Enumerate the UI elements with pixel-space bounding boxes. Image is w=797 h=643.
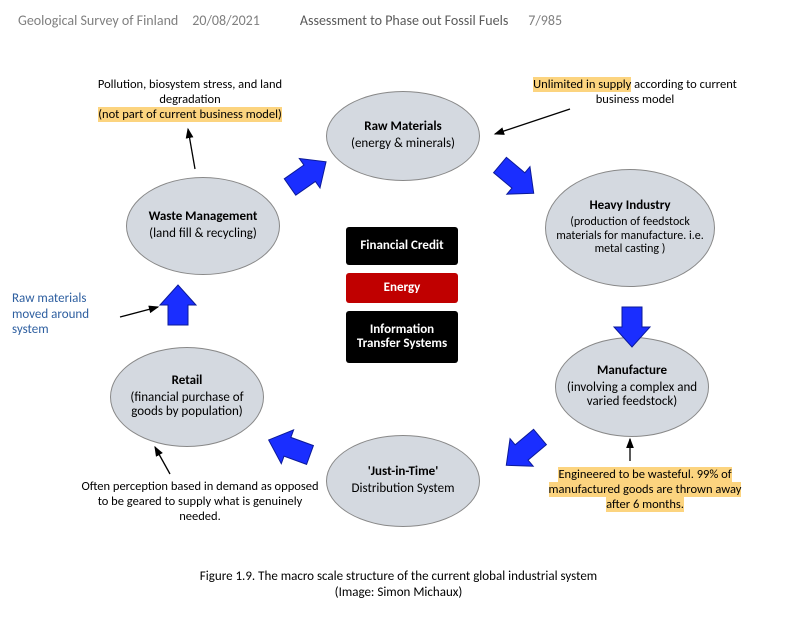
annot-text: Pollution, biosystem stress, and land de… <box>98 77 282 107</box>
arrow-distribution-to-retail <box>262 423 316 472</box>
arrow-raw-to-heavy <box>488 151 545 207</box>
node-sub: (production of feedstock materials for m… <box>556 216 704 257</box>
annot-highlight: (not part of current business model) <box>98 107 282 122</box>
node-title: Waste Management <box>149 210 258 225</box>
annot-highlight: Engineered to be wasteful. 99% of manufa… <box>549 467 742 512</box>
arrow-retail-to-waste <box>160 285 196 325</box>
annot-perception: Often perception based in demand as oppo… <box>80 479 320 524</box>
node-sub: (involving a complex and varied feedstoc… <box>566 381 698 411</box>
annot-highlight: Unlimited in supply <box>533 77 631 92</box>
node-distribution: 'Just-in-Time' Distribution System <box>326 435 480 527</box>
annot-text: Often perception based in demand as oppo… <box>81 479 318 524</box>
arrow-waste-to-raw <box>280 147 337 202</box>
node-waste: Waste Management (land fill & recycling) <box>126 177 280 275</box>
header-org: Geological Survey of Finland <box>18 12 178 29</box>
node-retail: Retail (financial purchase of goods by p… <box>110 347 264 447</box>
center-financial: Financial Credit <box>346 227 458 265</box>
header-page: 7/985 <box>528 12 562 29</box>
node-title: 'Just-in-Time' <box>368 465 439 480</box>
node-sub: (land fill & recycling) <box>149 227 257 242</box>
center-info: Information Transfer Systems <box>346 311 458 363</box>
page-header: Geological Survey of Finland 20/08/2021 … <box>0 0 797 29</box>
thin-arrow-perception <box>155 447 170 474</box>
annot-text: Raw materials moved around system <box>12 291 89 337</box>
node-title: Manufacture <box>597 364 667 379</box>
node-title: Raw Materials <box>364 120 441 135</box>
node-title: Retail <box>172 374 203 389</box>
annot-raw-moved: Raw materials moved around system <box>12 291 122 338</box>
annot-unlimited: Unlimited in supply according to current… <box>530 77 740 107</box>
thin-arrow-rawmoved <box>120 307 158 317</box>
node-raw-materials: Raw Materials (energy & minerals) <box>326 91 480 181</box>
center-energy: Energy <box>346 273 458 303</box>
node-sub: Distribution System <box>352 482 455 497</box>
thin-arrow-pollution <box>188 129 195 169</box>
node-title: Heavy Industry <box>589 199 670 214</box>
annot-wasteful: Engineered to be wasteful. 99% of manufa… <box>540 467 750 512</box>
annot-pollution: Pollution, biosystem stress, and land de… <box>70 77 310 122</box>
thin-arrow-unlimited <box>495 109 570 134</box>
caption-line2: (Image: Simon Michaux) <box>335 585 463 600</box>
node-manufacture: Manufacture (involving a complex and var… <box>555 337 709 437</box>
header-title: Assessment to Phase out Fossil Fuels <box>300 12 508 29</box>
node-heavy-industry: Heavy Industry (production of feedstock … <box>545 169 715 287</box>
header-date: 20/08/2021 <box>192 12 260 29</box>
node-sub: (energy & minerals) <box>351 137 455 152</box>
figure-caption: Figure 1.9. The macro scale structure of… <box>0 569 797 602</box>
node-sub: (financial purchase of goods by populati… <box>121 391 253 421</box>
diagram-canvas: Raw Materials (energy & minerals) Heavy … <box>0 29 797 609</box>
caption-line1: Figure 1.9. The macro scale structure of… <box>200 569 597 584</box>
